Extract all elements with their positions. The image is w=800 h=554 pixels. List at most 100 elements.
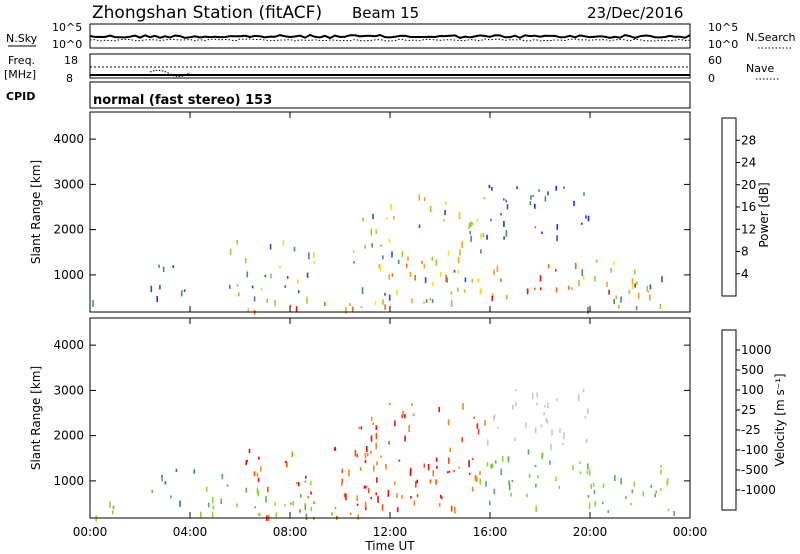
velocity-colorbar-tick-label: -500 <box>741 463 768 477</box>
velocity-echo-cell <box>592 482 595 487</box>
power-echo-cell <box>659 303 662 309</box>
power-echo-cell <box>496 265 499 272</box>
velocity-echo-cell <box>366 446 368 453</box>
velocity-echo-cell <box>236 503 238 508</box>
power-echo-cell <box>488 184 491 189</box>
power-echo-cell <box>425 299 428 303</box>
power-echo-cell <box>534 226 537 229</box>
power-echo-cell <box>503 221 505 227</box>
cpid-panel: CPID normal (fast stereo) 153 <box>6 81 691 109</box>
velocity-echo-cell <box>476 476 478 483</box>
freq-panel: Freq. [MHz] 18 8 60 0 Nave <box>4 53 780 85</box>
velocity-echo-cell <box>534 464 537 468</box>
power-echo-cell <box>555 185 557 191</box>
date-title: 23/Dec/2016 <box>587 4 683 22</box>
power-echo-cell <box>324 301 326 307</box>
power-echo-cell <box>172 265 175 268</box>
velocity-echo-cell <box>577 394 580 401</box>
power-echo-cell <box>583 192 585 196</box>
power-echo-cell <box>183 289 186 292</box>
velocity-echo-cell <box>536 402 538 406</box>
power-echo-cell <box>634 269 636 275</box>
power-echo-cell <box>468 222 471 230</box>
velocity-echo-cell <box>354 449 357 457</box>
velocity-echo-cell <box>245 460 247 466</box>
velocity-echo-cell <box>310 481 312 486</box>
velocity-colorbar-frame <box>721 329 737 511</box>
freq-label: Freq. <box>8 54 35 67</box>
x-tick-label: 00:00 <box>73 525 108 539</box>
velocity-echo-cell <box>375 425 378 430</box>
power-echo-cell <box>587 215 590 222</box>
x-tick-label: 20:00 <box>573 525 608 539</box>
power-echo-cell <box>458 211 461 218</box>
velocity-echo-cell <box>193 469 196 474</box>
power-echo-cell <box>360 306 363 309</box>
velocity-echo-cell <box>356 503 359 506</box>
velocity-echo-cell <box>429 479 432 484</box>
velocity-echo-cell <box>394 420 396 427</box>
velocity-echo-cell <box>416 494 419 498</box>
velocity-echo-cell <box>590 483 592 489</box>
power-echo-cell <box>635 306 638 310</box>
velocity-echo-cell <box>377 496 379 503</box>
power-echo-cell <box>431 256 434 261</box>
velocity-echo-cell <box>532 392 534 399</box>
power-echo-cell <box>409 272 412 277</box>
velocity-echo-cell <box>343 493 346 498</box>
velocity-colorbar-tick-label: 500 <box>741 363 764 377</box>
power-echo-cell <box>421 260 423 264</box>
velocity-echo-cell <box>559 428 561 433</box>
velocity-echo-cell <box>660 488 662 491</box>
power-echo-cell <box>418 194 421 201</box>
power-echo-cell <box>313 251 315 258</box>
velocity-echo-cell <box>341 468 344 474</box>
power-echo-cell <box>582 275 585 280</box>
power-echo-cell <box>539 287 542 291</box>
velocity-echo-cell <box>440 496 443 500</box>
velocity-echo-cell <box>364 501 367 508</box>
power-echo-cell <box>92 300 94 307</box>
nsky-label: N.Sky <box>6 32 38 45</box>
velocity-echo-cell <box>211 497 214 504</box>
power-echo-cell <box>649 294 651 301</box>
velocity-echo-cell <box>341 478 344 483</box>
velocity-echo-cell <box>265 496 267 503</box>
power-echo-cell <box>432 281 434 287</box>
velocity-echo-cell <box>449 447 451 453</box>
power-ytick-label: 2000 <box>53 223 84 237</box>
power-echo-cell <box>308 252 310 260</box>
power-echo-cell <box>286 276 289 279</box>
velocity-echo-cell <box>468 460 470 468</box>
velocity-ytick-label: 2000 <box>53 429 84 443</box>
velocity-echo-cell <box>550 443 552 451</box>
power-ytick-label: 1000 <box>53 268 84 282</box>
power-echo-cell <box>423 301 425 304</box>
velocity-echo-cell <box>438 503 441 507</box>
velocity-echo-cell <box>356 453 359 458</box>
velocity-echo-cell <box>673 511 675 516</box>
power-echo-cell <box>444 209 446 216</box>
velocity-echo-cell <box>562 443 564 446</box>
velocity-echo-cell <box>370 496 372 500</box>
velocity-echo-cell <box>376 461 378 466</box>
velocity-echo-cell <box>514 437 516 441</box>
velocity-echo-cell <box>207 502 210 508</box>
velocity-echo-cell <box>447 419 450 426</box>
velocity-echo-cell <box>299 494 302 498</box>
power-echo-cell <box>443 219 445 222</box>
velocity-echo-cell <box>359 467 362 471</box>
velocity-echo-cell <box>497 426 499 429</box>
velocity-echo-cell <box>220 498 223 504</box>
velocity-echo-cell <box>393 481 396 486</box>
nsky-tick-bottom-left: 10^0 <box>52 38 82 51</box>
power-echo-cell <box>587 307 589 314</box>
power-echo-cell <box>282 239 285 246</box>
velocity-echo-cell <box>267 486 269 493</box>
velocity-echo-cell <box>334 507 337 510</box>
velocity-echo-cell <box>476 423 479 429</box>
velocity-colorbar-tick-label: 1000 <box>741 343 772 357</box>
power-echo-cell <box>534 287 536 291</box>
velocity-echo-cell <box>473 416 475 419</box>
velocity-echo-cell <box>370 435 373 442</box>
